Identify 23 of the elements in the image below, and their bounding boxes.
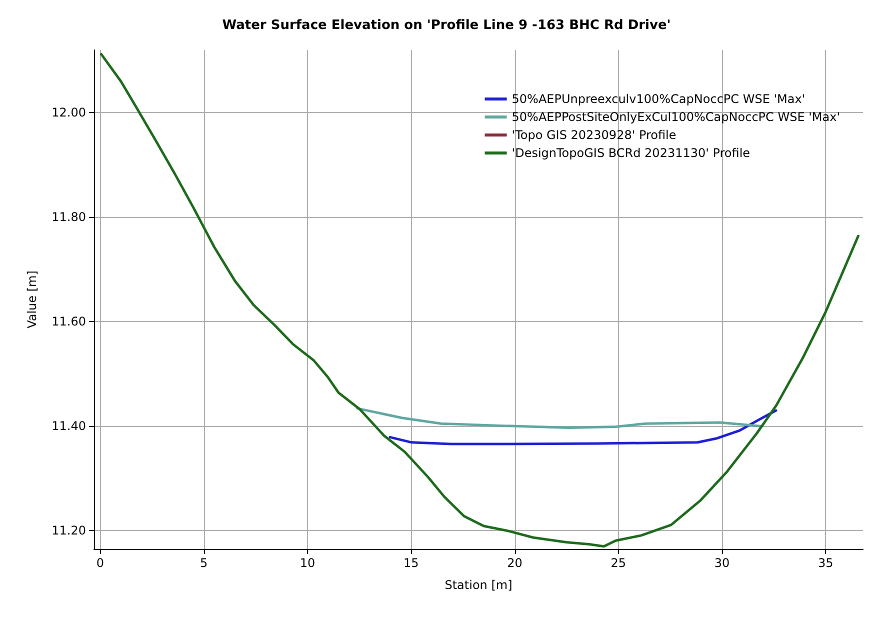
x-tick-label: 5 <box>200 556 208 570</box>
line-series <box>100 52 860 548</box>
legend-label: 50%AEPPostSiteOnlyExCul100%CapNoccPC WSE 'Max' <box>512 110 840 124</box>
chart-title: Water Surface Elevation on 'Profile Line 9 -163 BHC Rd Drive' <box>222 18 671 33</box>
x-tick-label: 0 <box>96 556 104 570</box>
y-tick-label: 11.60 <box>52 314 86 329</box>
x-tick-label: 10 <box>300 556 316 570</box>
legend-label: 'DesignTopoGIS BCRd 20231130' Profile <box>512 146 750 160</box>
x-tick-label: 35 <box>818 556 834 570</box>
y-axis-title: Value [m] <box>25 270 39 328</box>
x-tick-label: 30 <box>714 556 730 570</box>
y-tick-label: 11.80 <box>52 210 86 224</box>
y-tick-label: 11.40 <box>52 419 86 434</box>
x-tick-label: 25 <box>610 556 626 570</box>
legend-label: 'Topo GIS 20230928' Profile <box>512 128 676 142</box>
x-tick-label: 15 <box>403 556 419 570</box>
x-axis-title: Station [m] <box>444 578 512 592</box>
legend-label: 50%AEPUnpreexculv100%CapNoccPC WSE 'Max' <box>512 92 806 106</box>
y-tick-label: 12.00 <box>52 106 86 120</box>
x-tick-label: 20 <box>507 556 522 570</box>
line-series <box>388 409 778 446</box>
y-tick-label: 11.20 <box>52 524 86 538</box>
line-series <box>356 407 763 430</box>
